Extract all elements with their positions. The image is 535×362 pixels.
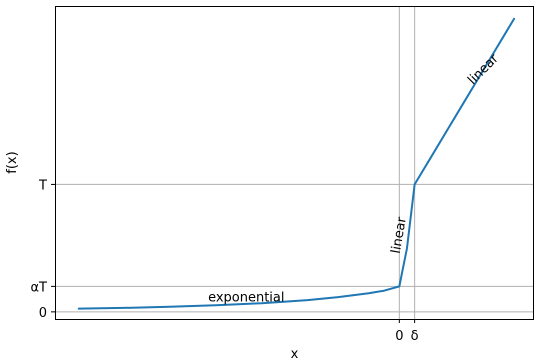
- series-line-0: [77, 17, 516, 310]
- y-tick-label-2: T: [38, 178, 47, 193]
- x-axis-label: x: [291, 347, 299, 362]
- y-tick-label-1: αT: [30, 280, 47, 295]
- plot-frame: [55, 6, 534, 320]
- x-tick-label-1: δ: [411, 329, 419, 344]
- y-axis-label: f(x): [5, 151, 20, 173]
- annotations: exponential linear linear: [208, 51, 502, 305]
- annotation-0: exponential: [208, 290, 284, 305]
- annotation-1: linear: [389, 215, 410, 254]
- annotation-2: linear: [465, 51, 502, 88]
- series-layer: [77, 17, 516, 310]
- grid-lines: [55, 6, 534, 319]
- y-tick-label-0: 0: [39, 306, 47, 321]
- x-tick-label-0: 0: [395, 329, 403, 344]
